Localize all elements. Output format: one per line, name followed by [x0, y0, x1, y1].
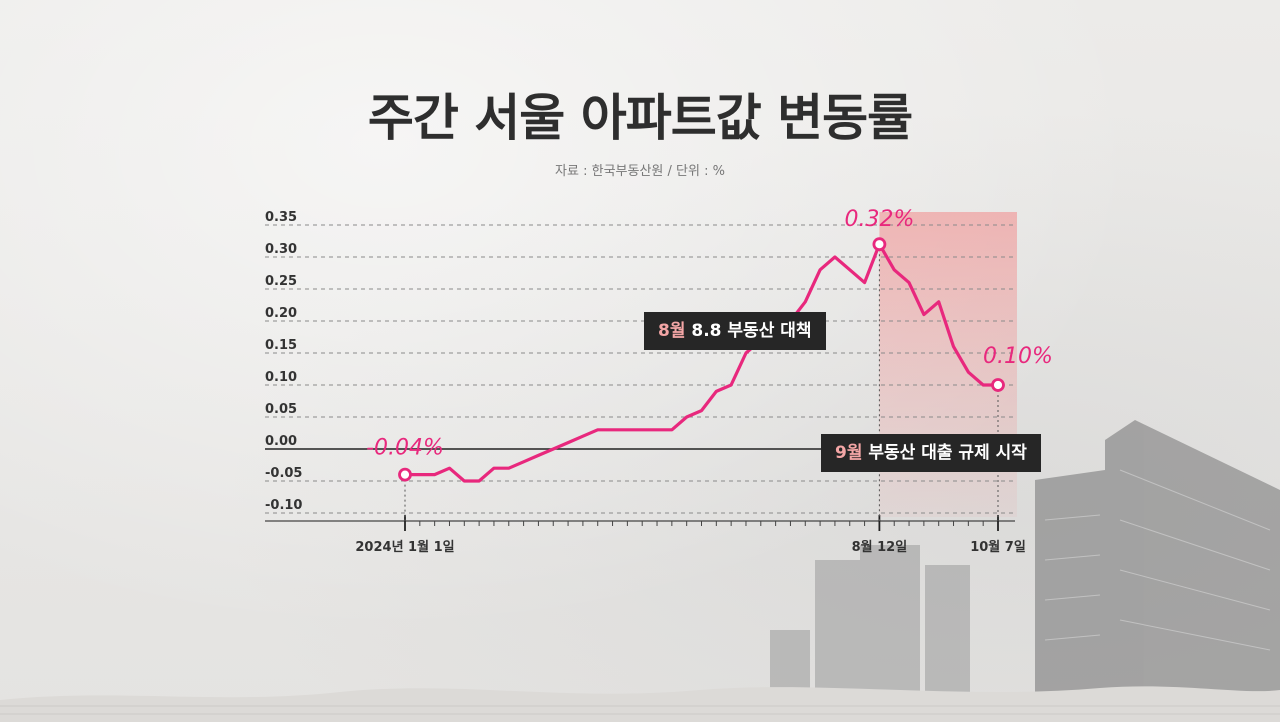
callout-text: 부동산 대출 규제 시작: [862, 443, 1027, 463]
callout-aug-policy: 8월 8.8 부동산 대책: [644, 312, 826, 350]
y-tick-label: 0.15: [265, 338, 297, 353]
data-point: [398, 467, 412, 482]
callout-month: 9월: [835, 443, 863, 463]
y-tick-label: 0.20: [265, 306, 297, 321]
data-label: 0.32%: [844, 207, 914, 232]
y-tick-label: 0.30: [265, 242, 297, 257]
x-tick-label: 8월 12일: [852, 539, 908, 555]
y-tick-label: 0.05: [265, 402, 297, 417]
data-label: -0.04%: [366, 436, 444, 461]
y-tick-label: -0.05: [265, 466, 302, 481]
y-tick-label: 0.25: [265, 274, 297, 289]
data-point: [991, 378, 1005, 392]
x-tick-label: 10월 7일: [970, 539, 1026, 555]
callout-month: 8월: [658, 321, 686, 341]
callout-sep-regulation: 9월 부동산 대출 규제 시작: [821, 434, 1041, 472]
chart-source: 자료 : 한국부동산원 / 단위 : %: [555, 164, 725, 179]
y-tick-label: 0.00: [265, 434, 297, 449]
data-label: 0.10%: [983, 344, 1053, 369]
data-point: [872, 237, 887, 252]
y-tick-label: 0.35: [265, 210, 297, 225]
y-tick-label: 0.10: [265, 370, 297, 385]
callout-text: 8.8 부동산 대책: [685, 321, 812, 341]
y-tick-label: -0.10: [265, 498, 302, 513]
chart-title: 주간 서울 아파트값 변동률: [367, 89, 913, 147]
x-tick-label: 2024년 1월 1일: [355, 539, 454, 555]
series-line: [403, 242, 1000, 483]
